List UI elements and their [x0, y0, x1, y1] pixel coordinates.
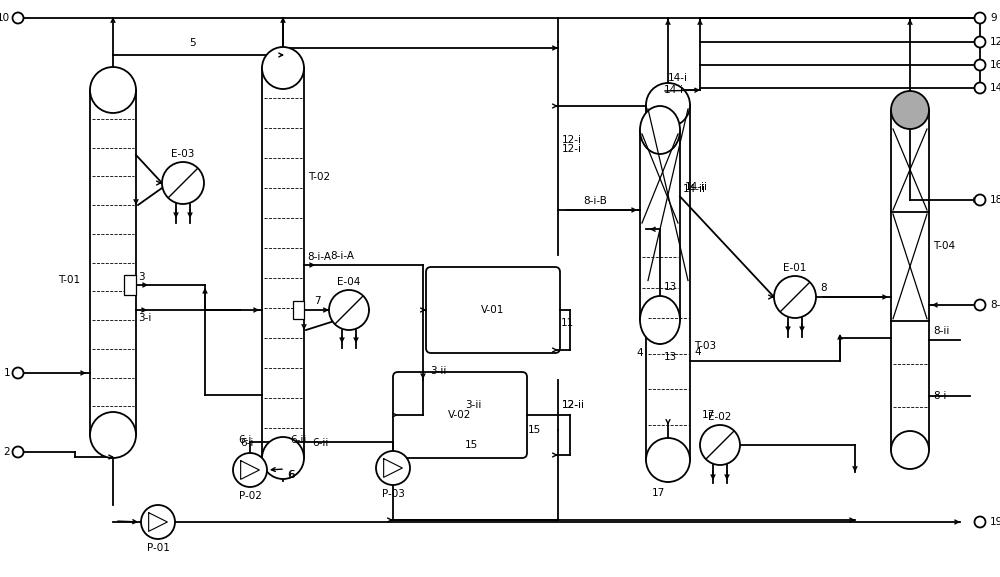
- Text: 12-ii: 12-ii: [562, 400, 585, 410]
- Ellipse shape: [262, 437, 304, 479]
- Text: 8-i-A: 8-i-A: [307, 252, 331, 262]
- Circle shape: [974, 36, 986, 47]
- Circle shape: [12, 447, 24, 458]
- Text: 12-i: 12-i: [562, 135, 582, 145]
- Text: 3: 3: [138, 272, 145, 282]
- Ellipse shape: [891, 431, 929, 469]
- Ellipse shape: [891, 91, 929, 129]
- Text: T-01: T-01: [58, 275, 80, 285]
- FancyBboxPatch shape: [426, 267, 560, 353]
- Ellipse shape: [90, 412, 136, 458]
- Text: 10: 10: [0, 13, 10, 23]
- Text: 8-i-A: 8-i-A: [330, 251, 354, 261]
- Text: 8-i-B: 8-i-B: [583, 196, 607, 206]
- Text: 17: 17: [652, 488, 665, 498]
- Text: 8-i: 8-i: [933, 391, 946, 402]
- Text: E-03: E-03: [171, 149, 195, 159]
- Text: 3-ii: 3-ii: [465, 400, 481, 410]
- Text: 5: 5: [190, 38, 196, 48]
- Text: 2: 2: [3, 447, 10, 457]
- Text: 3-ii: 3-ii: [430, 366, 446, 376]
- Text: 15: 15: [465, 440, 478, 450]
- Text: T-03: T-03: [694, 342, 716, 351]
- Text: 3-i: 3-i: [138, 313, 151, 323]
- Circle shape: [700, 425, 740, 465]
- Text: 13: 13: [664, 352, 677, 362]
- FancyBboxPatch shape: [393, 372, 527, 458]
- Ellipse shape: [640, 296, 680, 344]
- Ellipse shape: [90, 67, 136, 113]
- Text: 14-ii: 14-ii: [685, 182, 708, 193]
- Text: 11: 11: [561, 318, 574, 328]
- Text: 13: 13: [664, 282, 677, 291]
- Bar: [640, 130, 680, 320]
- Bar: [646, 105, 690, 460]
- Text: P-02: P-02: [239, 491, 261, 501]
- Bar: [90, 90, 136, 435]
- Text: 12: 12: [990, 37, 1000, 47]
- Ellipse shape: [646, 438, 690, 482]
- Text: 15: 15: [528, 425, 541, 435]
- Text: 6-ii: 6-ii: [290, 435, 306, 445]
- Text: V-01: V-01: [481, 305, 505, 315]
- Text: 18: 18: [990, 195, 1000, 205]
- Text: E-01: E-01: [783, 263, 807, 273]
- Text: 19: 19: [990, 517, 1000, 527]
- Circle shape: [974, 299, 986, 310]
- Text: 1: 1: [3, 368, 10, 378]
- Text: 8-ii: 8-ii: [933, 326, 949, 336]
- Circle shape: [141, 505, 175, 539]
- Circle shape: [233, 453, 267, 487]
- Text: 14-i: 14-i: [664, 85, 684, 95]
- Ellipse shape: [262, 47, 304, 89]
- Text: 4: 4: [694, 347, 701, 357]
- Circle shape: [974, 516, 986, 527]
- Text: 6-ii: 6-ii: [312, 438, 328, 448]
- Circle shape: [376, 451, 410, 485]
- Text: 17: 17: [702, 410, 715, 420]
- Circle shape: [974, 194, 986, 205]
- Text: 14-ii: 14-ii: [683, 183, 706, 193]
- Circle shape: [774, 276, 816, 318]
- Text: 14: 14: [990, 83, 1000, 93]
- Circle shape: [12, 368, 24, 379]
- Circle shape: [329, 290, 369, 330]
- Text: V-02: V-02: [448, 410, 472, 420]
- Text: T-02: T-02: [308, 172, 330, 182]
- Text: 8-iii: 8-iii: [990, 300, 1000, 310]
- Text: 14-i: 14-i: [668, 73, 688, 83]
- Ellipse shape: [646, 83, 690, 127]
- Circle shape: [162, 162, 204, 204]
- Circle shape: [974, 13, 986, 24]
- Text: 12-i: 12-i: [562, 144, 582, 153]
- Bar: [891, 110, 929, 450]
- Ellipse shape: [640, 106, 680, 154]
- Bar: [124, 275, 136, 295]
- Bar: [262, 68, 304, 458]
- Text: E-04: E-04: [337, 277, 361, 287]
- Text: 6-i: 6-i: [238, 435, 252, 445]
- Text: 6: 6: [288, 470, 295, 481]
- Circle shape: [974, 59, 986, 70]
- Text: 16: 16: [990, 60, 1000, 70]
- Text: 12-ii: 12-ii: [562, 400, 585, 410]
- Text: 7: 7: [314, 296, 321, 306]
- Text: 6: 6: [287, 470, 294, 481]
- Text: T-04: T-04: [933, 241, 955, 251]
- Circle shape: [12, 13, 24, 24]
- Text: E-02: E-02: [708, 412, 732, 422]
- Text: 9: 9: [990, 13, 997, 23]
- Text: P-03: P-03: [382, 489, 404, 499]
- Bar: [293, 301, 304, 319]
- Text: P-01: P-01: [147, 543, 169, 553]
- Text: 6-i: 6-i: [240, 438, 254, 448]
- Text: 4: 4: [636, 347, 643, 358]
- Circle shape: [974, 83, 986, 93]
- Text: 8: 8: [820, 283, 827, 293]
